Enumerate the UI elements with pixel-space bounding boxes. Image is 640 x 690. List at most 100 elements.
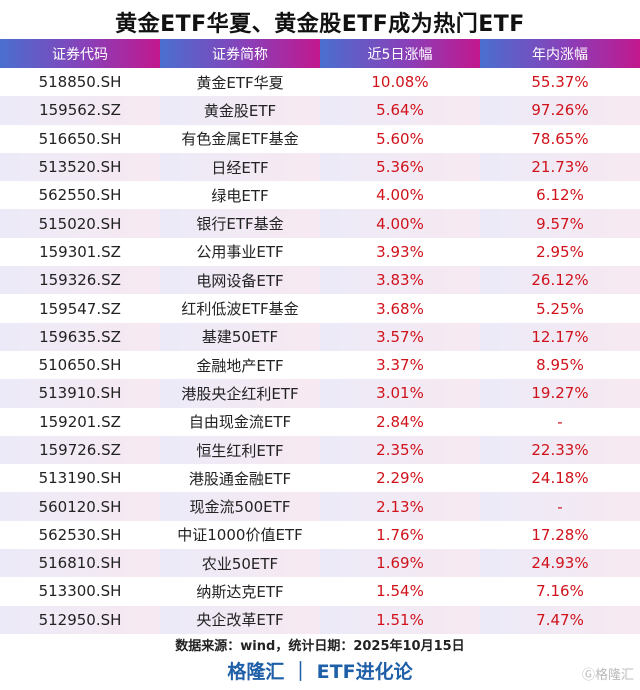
table-row: 513300.SH 纳斯达克ETF 1.54% 7.16% <box>0 577 640 605</box>
name-cell: 电网设备ETF <box>160 266 320 295</box>
code-cell: 513910.SH <box>0 379 160 408</box>
code-cell: 159635.SZ <box>0 322 160 351</box>
name-cell: 农业50ETF <box>160 549 320 578</box>
table-body: 518850.SH 黄金ETF华夏 10.08% 55.37% 159562.SZ 黄金股… <box>0 68 640 634</box>
table-row: 515020.SH 银行ETF基金 4.00% 9.57% <box>0 209 640 238</box>
five-day-change-cell: 1.51% <box>320 605 480 634</box>
code-cell: 159201.SZ <box>39 412 121 431</box>
code-cell: 510650.SH <box>38 356 122 375</box>
column-header: 证券简称 <box>160 39 320 68</box>
table-row: 513520.SH 日经ETF 5.36% 21.73% <box>0 152 640 182</box>
ytd-change-cell: 55.37% <box>531 73 589 92</box>
code-cell: 516650.SH <box>38 129 122 148</box>
ytd-change-cell: 78.65% <box>531 129 589 148</box>
table-row: 159547.SZ 红利低波ETF基金 3.68% 5.25% <box>0 294 640 322</box>
name-cell: 绿电ETF <box>211 186 269 205</box>
five-day-change-cell: 5.60% <box>376 129 424 148</box>
code-cell: 513520.SH <box>0 152 160 182</box>
name-cell: 港股央企红利ETF <box>160 379 320 408</box>
ytd-change-cell: 17.28% <box>531 525 589 544</box>
five-day-change-cell: 1.54% <box>376 582 424 601</box>
brand-footer: 格隆汇 ｜ ETF进化论 <box>227 661 413 683</box>
name-cell: 公用事业ETF <box>196 243 284 262</box>
name-cell: 港股通金融ETF <box>188 469 292 488</box>
five-day-change-cell: 3.57% <box>320 322 480 351</box>
five-day-change-cell: 10.08% <box>371 73 429 92</box>
table-title: 黄金ETF华夏、黄金股ETF成为热门ETF <box>115 12 525 37</box>
code-cell: 159301.SZ <box>39 242 121 261</box>
ytd-change-cell: 19.27% <box>480 379 640 408</box>
code-cell: 159547.SZ <box>39 299 121 318</box>
ytd-change-cell: 21.73% <box>480 152 640 182</box>
table-row: 513910.SH 港股央企红利ETF 3.01% 19.27% <box>0 379 640 408</box>
five-day-change-cell: 3.68% <box>376 299 424 318</box>
ytd-change-cell: 22.33% <box>480 435 640 465</box>
name-cell: 日经ETF <box>160 152 320 182</box>
ytd-change-cell: 2.95% <box>536 242 584 261</box>
ytd-change-cell: 6.12% <box>536 186 584 205</box>
table-row: 159326.SZ 电网设备ETF 3.83% 26.12% <box>0 266 640 295</box>
five-day-change-cell: 3.37% <box>376 356 424 375</box>
code-cell: 562530.SH <box>38 525 122 544</box>
table-row: 516650.SH 有色金属ETF基金 5.60% 78.65% <box>0 125 640 153</box>
ytd-change-cell: 9.57% <box>480 209 640 238</box>
table-row: 159201.SZ 自由现金流ETF 2.84% - <box>0 408 640 436</box>
name-cell: 基建50ETF <box>160 322 320 351</box>
five-day-change-cell: 2.84% <box>376 412 424 431</box>
five-day-change-cell: 2.29% <box>376 469 424 488</box>
source-note: 数据来源：wind，统计日期：2025年10月15日 <box>175 639 465 654</box>
five-day-change-cell: 3.01% <box>320 379 480 408</box>
five-day-change-cell: 3.93% <box>376 242 424 261</box>
code-cell: 513190.SH <box>38 469 122 488</box>
column-header: 近5日涨幅 <box>320 39 480 68</box>
ytd-change-cell: 12.17% <box>480 322 640 351</box>
name-cell: 恒生红利ETF <box>160 435 320 465</box>
ytd-change-cell: 5.25% <box>536 299 584 318</box>
five-day-change-cell: 5.36% <box>320 152 480 182</box>
code-cell: 515020.SH <box>0 209 160 238</box>
table-row: 513190.SH 港股通金融ETF 2.29% 24.18% <box>0 464 640 492</box>
watermark-logo: Ⓖ格隆汇 <box>581 668 634 683</box>
code-cell: 159562.SZ <box>0 96 160 125</box>
table-row: 562550.SH 绿电ETF 4.00% 6.12% <box>0 181 640 209</box>
name-cell: 有色金属ETF基金 <box>181 130 299 149</box>
name-cell: 黄金ETF华夏 <box>196 73 284 92</box>
five-day-change-cell: 4.00% <box>320 209 480 238</box>
code-cell: 159326.SZ <box>0 266 160 295</box>
ytd-change-cell: 7.16% <box>536 582 584 601</box>
table-row: 159562.SZ 黄金股ETF 5.64% 97.26% <box>0 96 640 125</box>
table-row: 518850.SH 黄金ETF华夏 10.08% 55.37% <box>0 68 640 96</box>
name-cell: 银行ETF基金 <box>160 209 320 238</box>
name-cell: 中证1000价值ETF <box>177 526 303 545</box>
table-row: 512950.SH 央企改革ETF 1.51% 7.47% <box>0 605 640 634</box>
five-day-change-cell: 2.35% <box>320 435 480 465</box>
five-day-change-cell: 3.83% <box>320 266 480 295</box>
ytd-change-cell: 24.18% <box>531 469 589 488</box>
name-cell: 红利低波ETF基金 <box>181 300 299 319</box>
table-row: 159301.SZ 公用事业ETF 3.93% 2.95% <box>0 238 640 266</box>
code-cell: 512950.SH <box>0 605 160 634</box>
name-cell: 自由现金流ETF <box>188 413 292 432</box>
five-day-change-cell: 1.76% <box>376 525 424 544</box>
etf-table: 证券代码 证券简称 近5日涨幅 年内涨幅 518850.SH 黄金ETF华夏 10.08%… <box>0 39 640 634</box>
code-cell: 562550.SH <box>38 186 122 205</box>
five-day-change-cell: 4.00% <box>376 186 424 205</box>
name-cell: 纳斯达克ETF <box>196 582 284 601</box>
ytd-change-cell: 97.26% <box>480 96 640 125</box>
code-cell: 518850.SH <box>38 73 122 92</box>
code-cell: 159726.SZ <box>0 435 160 465</box>
ytd-change-cell: 7.47% <box>480 605 640 634</box>
column-header: 年内涨幅 <box>480 39 640 68</box>
table-row: 159635.SZ 基建50ETF 3.57% 12.17% <box>0 322 640 351</box>
code-cell: 513300.SH <box>38 582 122 601</box>
name-cell: 央企改革ETF <box>160 605 320 634</box>
code-cell: 560120.SH <box>0 492 160 521</box>
ytd-change-cell: - <box>480 492 640 521</box>
ytd-change-cell: - <box>557 412 563 431</box>
table-row: 516810.SH 农业50ETF 1.69% 24.93% <box>0 549 640 578</box>
five-day-change-cell: 5.64% <box>320 96 480 125</box>
column-header: 证券代码 <box>0 39 160 68</box>
name-cell: 黄金股ETF <box>160 96 320 125</box>
name-cell: 现金流500ETF <box>160 492 320 521</box>
code-cell: 516810.SH <box>0 549 160 578</box>
